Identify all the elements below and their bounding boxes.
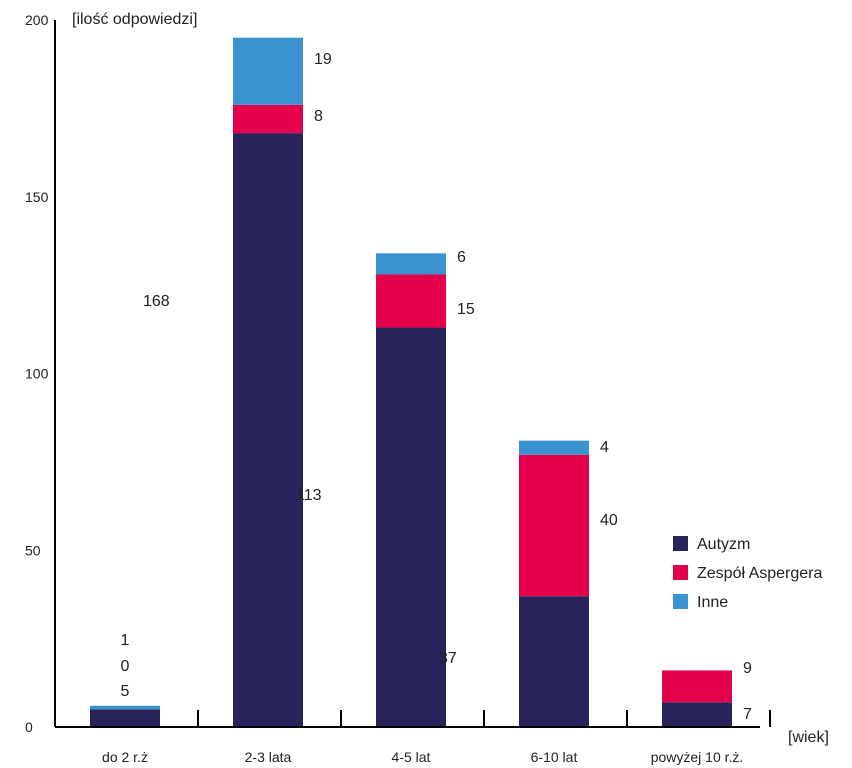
y-tick-label: 0 [25, 719, 33, 735]
legend-swatch [673, 565, 688, 580]
category-label: powyżej 10 r.ż. [651, 749, 744, 765]
y-axis-title: [ilość odpowiedzi] [72, 11, 197, 28]
data-label: 4 [600, 439, 609, 456]
data-label: 113 [296, 487, 322, 504]
bar-segment [233, 133, 303, 727]
data-label: 5 [121, 683, 130, 700]
data-label: 1 [121, 632, 130, 649]
data-label: 168 [143, 293, 170, 310]
data-label: 9 [743, 660, 752, 677]
bars-layer [90, 37, 732, 727]
x-axis-title: [wiek] [788, 729, 829, 746]
legend-swatch [673, 536, 688, 551]
legend-label: Zespół Aspergera [697, 565, 823, 582]
legend-label: Inne [697, 594, 728, 611]
bar-segment [233, 104, 303, 134]
legend: Autyzm Zespół Aspergera Inne [673, 536, 823, 611]
bar-segment [90, 709, 160, 727]
bar-segment [662, 702, 732, 727]
data-label: 19 [314, 51, 332, 68]
data-labels: 5 0 1 168 8 19 113 15 6 37 40 4 7 9 [121, 51, 752, 723]
bar-segment [376, 327, 446, 727]
bar-segment [376, 274, 446, 328]
legend-swatch [673, 594, 688, 609]
data-label: 6 [457, 249, 466, 266]
data-label: 15 [457, 301, 475, 318]
data-label: 40 [600, 512, 618, 529]
bar-segment [376, 253, 446, 275]
bar-segment [233, 37, 303, 105]
bar-segment [519, 440, 589, 455]
legend-label: Autyzm [697, 536, 750, 553]
bar-segment [519, 596, 589, 727]
category-label: 6-10 lat [531, 749, 578, 765]
bar-segment [662, 670, 732, 703]
category-label: do 2 r.ż [102, 749, 148, 765]
bar-segment [519, 454, 589, 597]
y-tick-label: 100 [25, 366, 49, 382]
bar-segment [90, 705, 160, 710]
y-tick-label: 200 [25, 12, 49, 28]
category-labels: do 2 r.ż 2-3 lata 4-5 lat 6-10 lat powyżej 1… [102, 749, 743, 765]
x-ticks [197, 710, 771, 727]
category-label: 4-5 lat [392, 749, 431, 765]
y-tick-label: 50 [25, 542, 41, 558]
y-tick-labels: 0 50 100 150 200 [25, 12, 49, 735]
category-label: 2-3 lata [245, 749, 292, 765]
data-label: 7 [743, 706, 752, 723]
data-label: 37 [439, 650, 457, 667]
data-label: 0 [121, 658, 130, 675]
data-label: 8 [314, 108, 323, 125]
y-tick-label: 150 [25, 189, 49, 205]
